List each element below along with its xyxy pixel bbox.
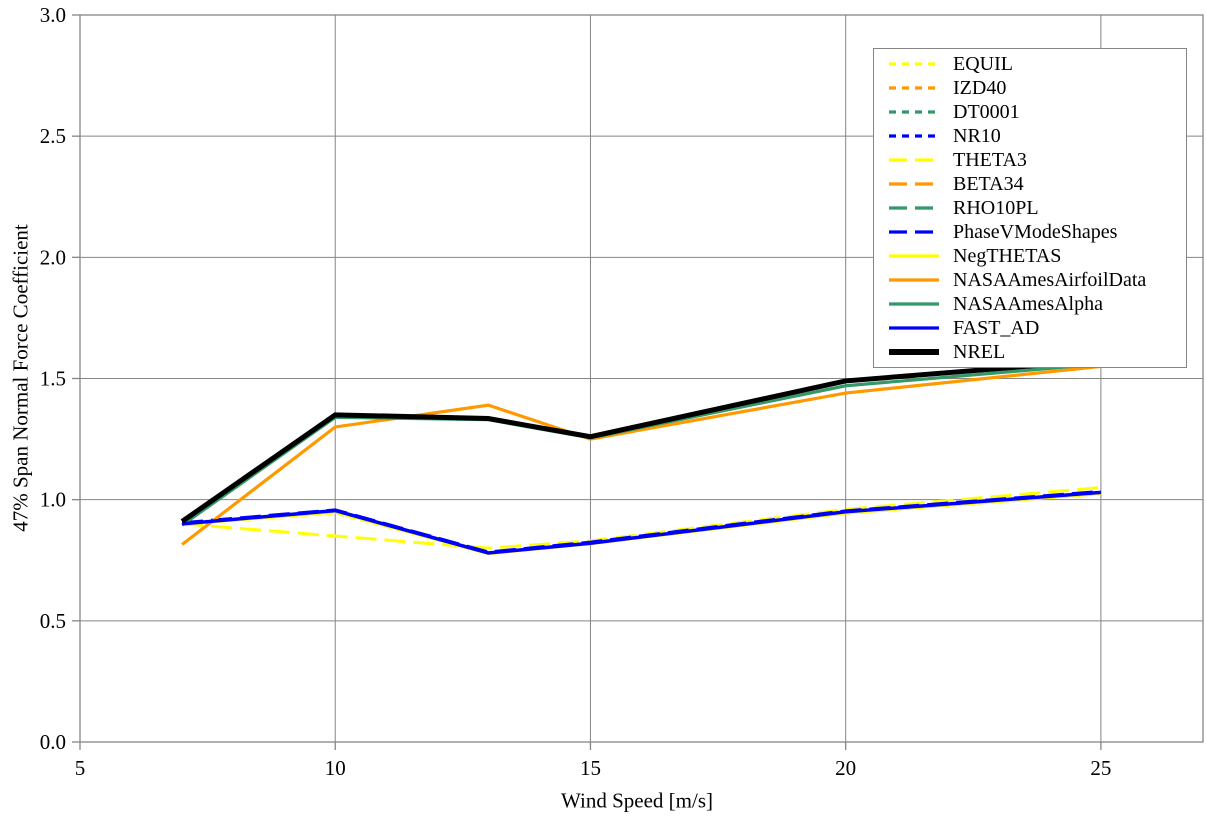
y-tick-label: 1.0 (40, 488, 66, 512)
legend-line-sample (889, 230, 939, 234)
legend-item-PhaseVModeShapes: PhaseVModeShapes (888, 222, 1184, 242)
legend-item-NREL: NREL (888, 342, 1184, 362)
gridlines (80, 15, 1203, 742)
series-line-NASAAmesAirfoilData (181, 364, 1102, 546)
legend-label: NASAAmesAlpha (953, 293, 1103, 315)
legend-line-sample (889, 254, 939, 258)
legend-item-BETA34: BETA34 (888, 174, 1184, 194)
legend-label: FAST_AD (953, 317, 1040, 339)
legend-item-EQUIL: EQUIL (888, 54, 1184, 74)
series-line-NREL (180, 357, 1102, 524)
legend-label: IZD40 (953, 77, 1007, 99)
legend-line-sample (889, 349, 939, 355)
legend-item-NASAAmesAirfoilData: NASAAmesAirfoilData (888, 270, 1184, 290)
y-tick-label: 2.0 (40, 245, 66, 269)
legend-label: DT0001 (953, 101, 1020, 123)
series-line-THETA3 (181, 486, 1102, 550)
legend-label: NASAAmesAirfoilData (953, 269, 1147, 291)
series-lines (180, 357, 1102, 556)
legend-label: RHO10PL (953, 197, 1039, 219)
legend-line-sample (889, 326, 939, 330)
x-tick-label: 10 (325, 756, 346, 780)
legend-item-NR10: NR10 (888, 126, 1184, 146)
legend-label: THETA3 (953, 149, 1027, 171)
legend-line-sample (889, 86, 939, 90)
legend-item-NASAAmesAlpha: NASAAmesAlpha (888, 294, 1184, 314)
series-line-FAST_AD (181, 490, 1102, 555)
legend-item-NegTHETAS: NegTHETAS (888, 246, 1184, 266)
legend-line-sample (889, 206, 939, 210)
x-tick-label: 5 (75, 756, 86, 780)
y-axis-title: 47% Span Normal Force Coefficient (8, 224, 33, 532)
legend-line-sample (889, 110, 939, 114)
y-tick-label: 2.5 (40, 124, 66, 148)
x-tick-label: 25 (1090, 756, 1111, 780)
legend-item-DT0001: DT0001 (888, 102, 1184, 122)
x-axis-title: Wind Speed [m/s] (561, 788, 713, 813)
legend-item-RHO10PL: RHO10PL (888, 198, 1184, 218)
y-tick-label: 3.0 (40, 3, 66, 27)
legend: EQUIL IZD40 DT0001 NR10 THETA3 BETA34 RHO10PL P… (873, 48, 1187, 368)
y-tick-label: 0.0 (40, 730, 66, 754)
legend-item-IZD40: IZD40 (888, 78, 1184, 98)
legend-line-sample (889, 134, 939, 138)
series-line-PhaseVModeShapes (181, 489, 1102, 554)
legend-label: BETA34 (953, 173, 1024, 195)
legend-line-sample (889, 182, 939, 186)
legend-label: NREL (953, 341, 1006, 363)
axis-ticks: 5 10 15 20 25 0.0 0.5 1.0 1.5 2.0 2.5 3.0 (40, 3, 1112, 780)
legend-line-sample (889, 302, 939, 306)
y-tick-label: 1.5 (40, 367, 66, 391)
legend-line-sample (889, 158, 939, 162)
x-tick-label: 20 (835, 756, 856, 780)
legend-line-sample (889, 278, 939, 282)
x-tick-label: 15 (580, 756, 601, 780)
legend-label: NegTHETAS (953, 245, 1062, 267)
legend-label: PhaseVModeShapes (953, 221, 1118, 243)
legend-label: EQUIL (953, 53, 1013, 75)
legend-item-FAST_AD: FAST_AD (888, 318, 1184, 338)
legend-label: NR10 (953, 125, 1001, 147)
y-tick-label: 0.5 (40, 609, 66, 633)
legend-item-THETA3: THETA3 (888, 150, 1184, 170)
legend-line-sample (889, 62, 939, 66)
